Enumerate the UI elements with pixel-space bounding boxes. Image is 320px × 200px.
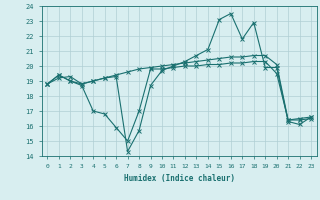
X-axis label: Humidex (Indice chaleur): Humidex (Indice chaleur) [124, 174, 235, 183]
